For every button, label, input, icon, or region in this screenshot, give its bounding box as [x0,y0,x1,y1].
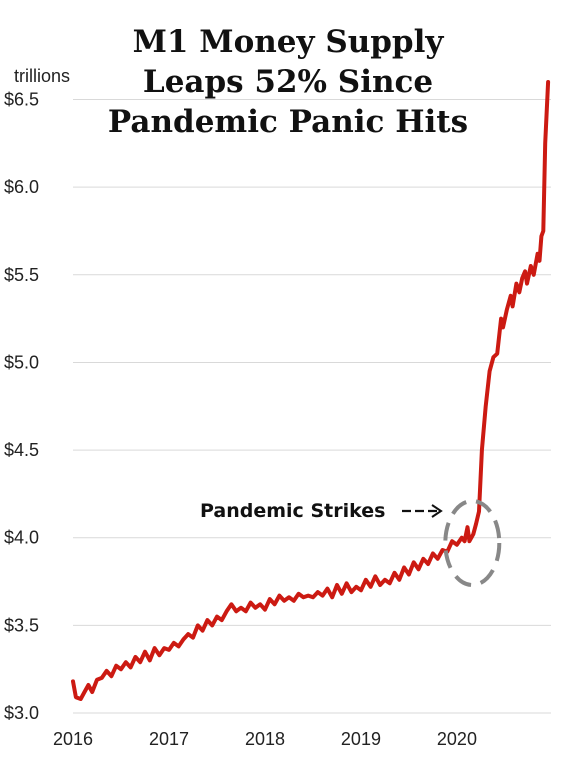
annotation-arrow [402,504,443,518]
y-tick-label: $4.0 [4,528,39,548]
title-line-2: Leaps 52% Since [142,64,434,100]
pandemic-highlight-circle [443,498,502,587]
x-tick-label: 2017 [149,729,189,749]
x-tick-label: 2016 [53,729,93,749]
chart-title: M1 Money Supply Leaps 52% Since Pandemic… [88,22,488,142]
title-line-1: M1 Money Supply [132,24,444,60]
x-tick-label: 2019 [341,729,381,749]
x-axis-tick-labels: 2016 2017 2018 2019 2020 [53,729,477,749]
x-tick-label: 2020 [437,729,477,749]
x-tick-label: 2018 [245,729,285,749]
y-tick-label: $3.5 [4,615,39,635]
y-tick-label: $4.5 [4,440,39,460]
y-tick-label: $6.0 [4,177,39,197]
y-axis-unit-label: trillions [14,66,71,86]
y-axis-tick-labels: $3.0 $3.5 $4.0 $4.5 $5.0 $5.5 $6.0 $6.5 [4,90,39,723]
m1-series-line [71,80,551,701]
grid-lines [73,99,551,714]
y-tick-label: $5.5 [4,265,39,285]
y-tick-label: $5.0 [4,352,39,372]
title-line-3: Pandemic Panic Hits [107,104,469,140]
y-tick-label: $6.5 [4,90,39,110]
y-tick-label: $3.0 [4,703,39,723]
annotation-label: Pandemic Strikes [200,500,385,522]
